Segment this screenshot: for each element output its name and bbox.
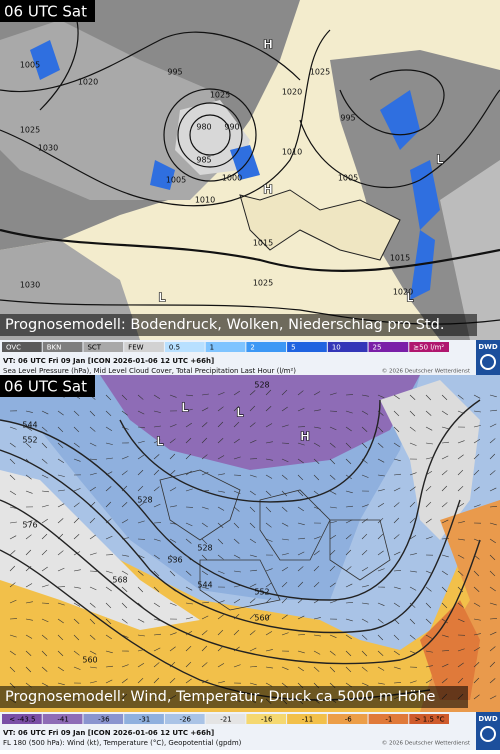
legend-label: < -43.5	[9, 716, 35, 724]
contour-label: 1015	[253, 239, 273, 248]
legend-label: -16	[261, 716, 273, 724]
pressure-center: H	[263, 38, 273, 52]
logo: DWD	[478, 343, 498, 351]
contour-label: 1005	[166, 176, 186, 185]
legend-label: -11	[302, 716, 313, 724]
contour-label: 1025	[210, 91, 230, 100]
contour-label: 1030	[20, 281, 40, 290]
legend-label: -6	[345, 716, 353, 724]
upper-air-map	[0, 375, 500, 712]
contour-label: 536	[167, 556, 182, 565]
legend-label: 5	[291, 344, 295, 352]
contour-label: 1010	[282, 148, 302, 157]
copyright: © 2026 Deutscher Wetterdienst	[382, 740, 471, 747]
legend-label: -41	[57, 716, 68, 724]
legend-label: ≥50 l/m²	[413, 344, 444, 352]
contour-label: 1010	[195, 196, 215, 205]
contour-label: 576	[22, 521, 37, 530]
legend-label: 10	[332, 344, 341, 352]
legend-label: OVC	[6, 344, 21, 352]
legend-label: > 1.5 °C	[415, 716, 445, 724]
pressure-center: H	[300, 430, 310, 444]
pressure-center: H	[263, 183, 273, 197]
legend-label: -1	[385, 716, 392, 724]
contour-label: 528	[254, 381, 269, 390]
pressure-center: L	[158, 291, 166, 305]
legend-label: 1	[210, 344, 214, 352]
pressure-center: L	[236, 406, 244, 420]
contour-label: 1025	[20, 126, 40, 135]
legend-label: SCT	[87, 344, 101, 352]
contour-label: 1005	[20, 61, 40, 70]
contour-label: 544	[197, 581, 212, 590]
contour-label: 995	[167, 68, 182, 77]
legend-label: -26	[180, 716, 192, 724]
legend-label: BKN	[47, 344, 62, 352]
pressure-center: L	[156, 435, 164, 449]
contour-label: 1005	[338, 174, 358, 183]
contour-label: 985	[196, 156, 211, 165]
surface-map	[0, 0, 500, 340]
contour-label: 990	[224, 123, 239, 132]
contour-label: 552	[22, 436, 37, 445]
time-label: 06 UTC Sat	[4, 3, 87, 21]
valid-time: VT: 06 UTC Fri 09 Jan [ICON 2026-01-06 1…	[3, 357, 214, 365]
contour-label: 1000	[222, 174, 242, 183]
pressure-center: L	[406, 291, 414, 305]
legend-label: FEW	[128, 344, 143, 352]
contour-label: 1025	[310, 68, 330, 77]
caption: Prognosemodell: Bodendruck, Wolken, Nied…	[5, 317, 444, 333]
copyright: © 2026 Deutscher Wetterdienst	[382, 368, 471, 375]
valid-time: VT: 06 UTC Fri 09 Jan [ICON 2026-01-06 1…	[3, 729, 214, 737]
contour-label: 560	[82, 656, 97, 665]
contour-label: 560	[254, 614, 269, 623]
contour-label: 568	[112, 576, 127, 585]
contour-label: 528	[197, 544, 212, 553]
contour-label: 552	[254, 588, 269, 597]
legend-label: -36	[98, 716, 110, 724]
contour-label: 1025	[253, 279, 273, 288]
legend-label: -21	[220, 716, 231, 724]
pressure-center: L	[181, 401, 189, 415]
contour-label: 1015	[390, 254, 410, 263]
legend-label: 25	[373, 344, 382, 352]
contour-label: 1030	[38, 144, 58, 153]
legend-label: 0.5	[169, 344, 180, 352]
contour-label: 1020	[78, 78, 98, 87]
caption: Prognosemodell: Wind, Temperatur, Druck …	[5, 689, 436, 705]
description: Sea Level Pressure (hPa), Mid Level Clou…	[3, 367, 296, 375]
time-label: 06 UTC Sat	[4, 378, 87, 396]
pressure-center: L	[436, 153, 444, 167]
legend-label: 2	[250, 344, 254, 352]
contour-label: 1020	[282, 88, 302, 97]
contour-label: 980	[196, 123, 211, 132]
contour-label: 995	[340, 114, 355, 123]
description: FL 180 (500 hPa): Wind (kt), Temperature…	[3, 739, 242, 747]
contour-label: 528	[137, 496, 152, 505]
logo: DWD	[478, 715, 498, 723]
contour-label: 544	[22, 421, 37, 430]
legend-label: -31	[139, 716, 150, 724]
